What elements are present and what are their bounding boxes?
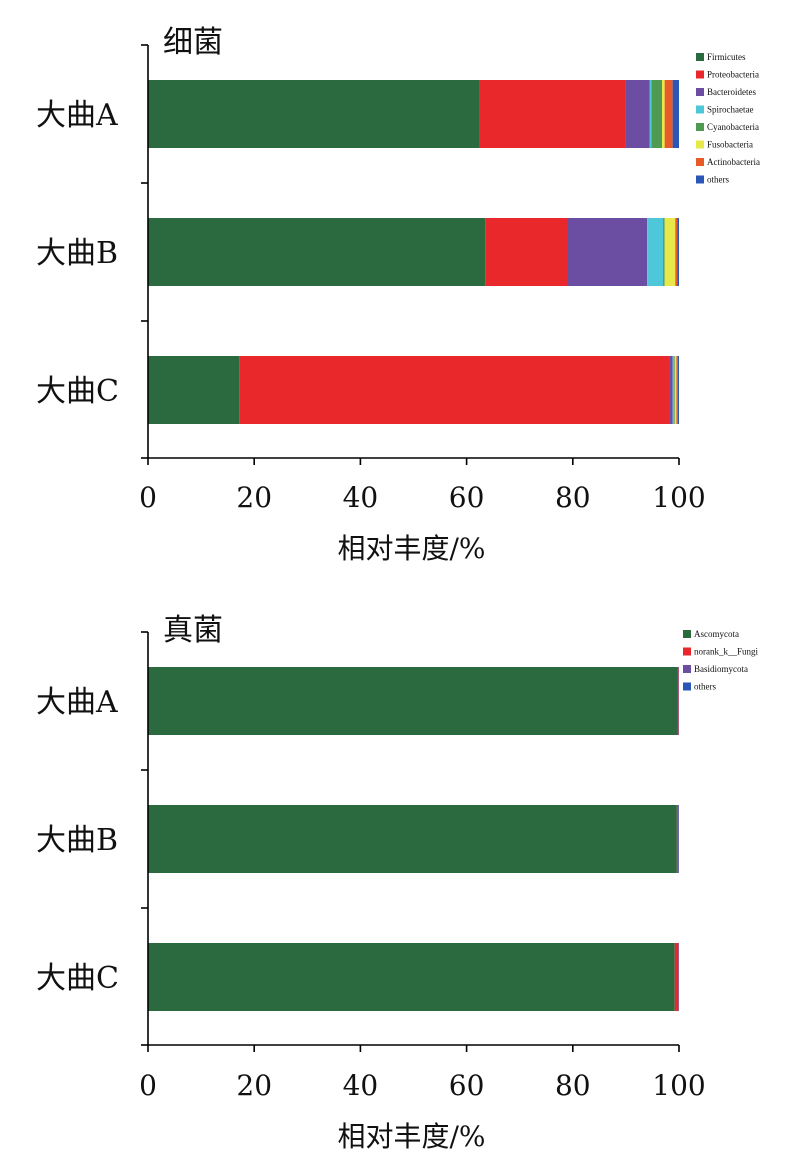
legend-label-3: others (694, 682, 716, 692)
bar-segment-0-1 (479, 80, 626, 148)
x-tick-label-2: 40 (343, 481, 379, 514)
category-label-1: 大曲B (36, 236, 118, 271)
bar-segment-0-6 (664, 80, 673, 148)
legend-swatch-2 (683, 665, 691, 673)
legend: Firmicutes Proteobacteria Bacteroidetes Spi… (696, 52, 760, 185)
bar-segment-1-2 (567, 218, 648, 286)
legend-label-3: Spirochaetae (707, 105, 753, 115)
x-tick-label-0: 0 (139, 481, 157, 514)
x-tick-label-2: 40 (343, 1069, 379, 1102)
bar-segment-1-0 (148, 218, 486, 286)
bar-segment-2-0 (148, 943, 675, 1011)
legend-swatch-5 (696, 140, 704, 149)
legend-swatch-3 (683, 682, 691, 691)
legend-label-1: norank_k__Fungi (694, 647, 758, 657)
bar-segment-2-0 (148, 356, 240, 424)
legend-label-2: Bacteroidetes (707, 87, 756, 97)
bar-segment-0-4 (651, 80, 663, 148)
bar-segment-2-6 (676, 356, 678, 424)
bar-segment-1-7 (677, 218, 679, 286)
legend-swatch-0 (696, 53, 704, 61)
bar-segment-2-3 (672, 356, 674, 424)
bar-segment-0-5 (662, 80, 665, 148)
bar-segment-0-7 (672, 80, 679, 148)
category-label-0: 大曲A (36, 98, 118, 133)
x-axis-label: 相对丰度/% (337, 532, 485, 565)
category-label-0: 大曲A (36, 685, 118, 720)
bar-segment-1-1 (676, 805, 678, 873)
legend-label-2: Basidiomycota (694, 664, 748, 674)
x-tick-label-1: 20 (236, 481, 272, 514)
legend-swatch-1 (696, 70, 704, 79)
bar-segment-2-5 (674, 356, 677, 424)
x-tick-label-5: 100 (652, 481, 705, 514)
bar-segment-1-6 (675, 218, 678, 286)
category-label-2: 大曲C (36, 374, 119, 409)
x-tick-label-4: 80 (555, 1069, 591, 1102)
legend-label-7: others (707, 175, 729, 185)
legend-label-0: Ascomycota (694, 629, 739, 639)
legend-swatch-1 (683, 647, 691, 656)
bar-segment-1-2 (677, 805, 679, 873)
bar-segment-2-4 (673, 356, 675, 424)
x-tick-label-0: 0 (139, 1069, 157, 1102)
x-tick-label-3: 60 (449, 1069, 485, 1102)
category-label-2: 大曲C (36, 961, 119, 996)
bar-segment-2-7 (677, 356, 679, 424)
bar-segment-0-0 (148, 667, 678, 735)
legend-label-0: Firmicutes (707, 52, 746, 62)
legend-swatch-3 (696, 105, 704, 114)
bar-segment-0-1 (677, 667, 679, 735)
x-axis-label: 相对丰度/% (337, 1120, 485, 1153)
category-label-1: 大曲B (36, 823, 118, 858)
legend-swatch-4 (696, 123, 704, 131)
x-tick-label-1: 20 (236, 1069, 272, 1102)
bar-segment-0-2 (625, 80, 650, 148)
x-tick-label-4: 80 (555, 481, 591, 514)
legend: Ascomycota norank_k__Fungi Basidiomycota ot… (683, 629, 758, 692)
bar-segment-1-3 (647, 218, 664, 286)
bar-segment-1-4 (663, 218, 665, 286)
chart-title: 真菌 (163, 613, 223, 648)
legend-swatch-7 (696, 175, 704, 184)
bar-segment-2-2 (669, 356, 673, 424)
bar-segment-0-0 (148, 80, 480, 148)
bar-segment-2-1 (239, 356, 670, 424)
bar-segment-1-1 (485, 218, 568, 286)
legend-swatch-2 (696, 88, 704, 96)
bar-segment-0-3 (649, 80, 652, 148)
x-tick-label-5: 100 (652, 1069, 705, 1102)
bar-segment-1-5 (664, 218, 676, 286)
legend-label-6: Actinobacteria (707, 157, 760, 167)
x-tick-label-3: 60 (449, 481, 485, 514)
chart-title: 细菌 (163, 25, 223, 60)
bar-segment-1-0 (148, 805, 677, 873)
legend-label-5: Fusobacteria (707, 140, 753, 150)
legend-label-1: Proteobacteria (707, 70, 759, 80)
legend-swatch-6 (696, 158, 704, 166)
legend-label-4: Cyanobacteria (707, 122, 759, 132)
bar-segment-2-1 (674, 943, 679, 1011)
legend-swatch-0 (683, 630, 691, 638)
